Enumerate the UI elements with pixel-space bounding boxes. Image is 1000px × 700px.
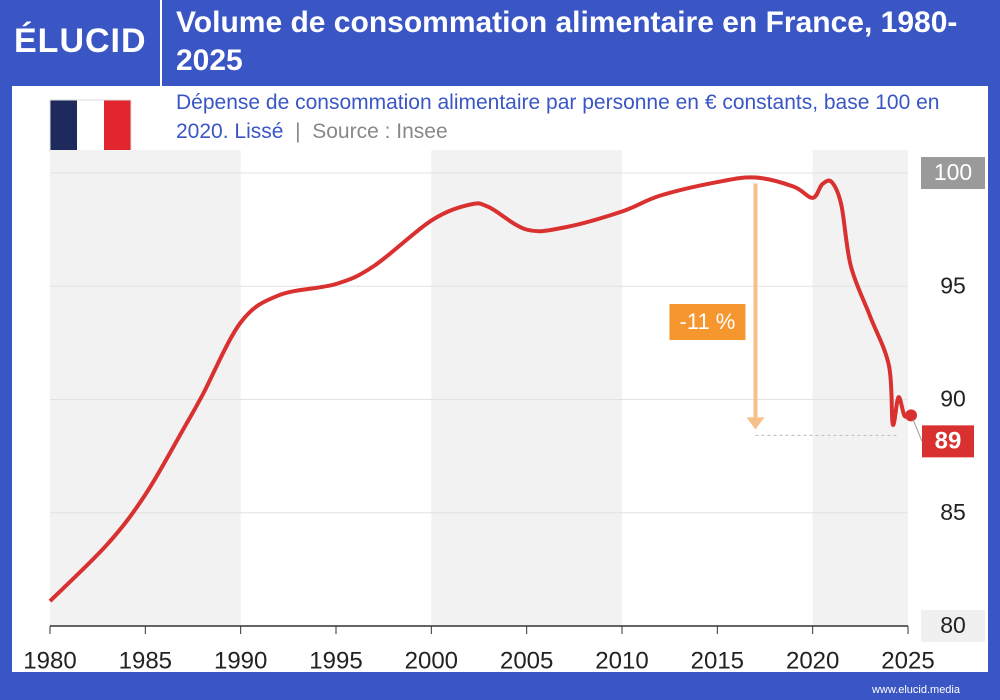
x-tick-label: 2000 (405, 647, 458, 674)
y-tick-label: 85 (940, 499, 966, 525)
shaded-band (812, 150, 908, 626)
annotation: -11 % (680, 309, 736, 334)
annotation-box (669, 304, 746, 340)
end-point (905, 409, 917, 422)
subtitle-block: Dépense de consommation alimentaire par … (176, 88, 966, 146)
x-tick-label: 2020 (786, 647, 839, 674)
flag (49, 99, 132, 152)
chart-title: Volume de consommation alimentaire en Fr… (176, 6, 958, 77)
end-label-box (922, 425, 974, 458)
x-tick-label: 2010 (595, 647, 648, 674)
x-tick-label: 1990 (214, 647, 267, 674)
tick-box (921, 157, 985, 189)
shaded-band (50, 150, 241, 626)
y-tick-label: 90 (940, 386, 966, 412)
arrow-head (746, 417, 765, 430)
tick-box (921, 610, 985, 642)
x-tick-label: 2015 (691, 647, 744, 674)
footer: www.elucid.media (871, 684, 960, 696)
y-tick-label: 100 (934, 159, 972, 185)
x-tick-label: 1980 (23, 647, 76, 674)
source: Source : Insee (312, 120, 448, 143)
x-tick-label: 2025 (881, 647, 934, 674)
x-tick-label: 1985 (119, 647, 172, 674)
end-connector (912, 419, 923, 442)
end-label: 89 (935, 428, 962, 455)
divider (160, 0, 162, 86)
subtitle: Dépense de consommation alimentaire par … (176, 91, 940, 143)
separator: | (283, 120, 313, 143)
y-tick-label: 80 (940, 612, 966, 638)
y-tick-label: 95 (940, 272, 966, 298)
line (48, 175, 910, 603)
x-tick-label: 2005 (500, 647, 553, 674)
x-tick-label: 1995 (309, 647, 362, 674)
logo: ÉLUCID (14, 22, 147, 60)
